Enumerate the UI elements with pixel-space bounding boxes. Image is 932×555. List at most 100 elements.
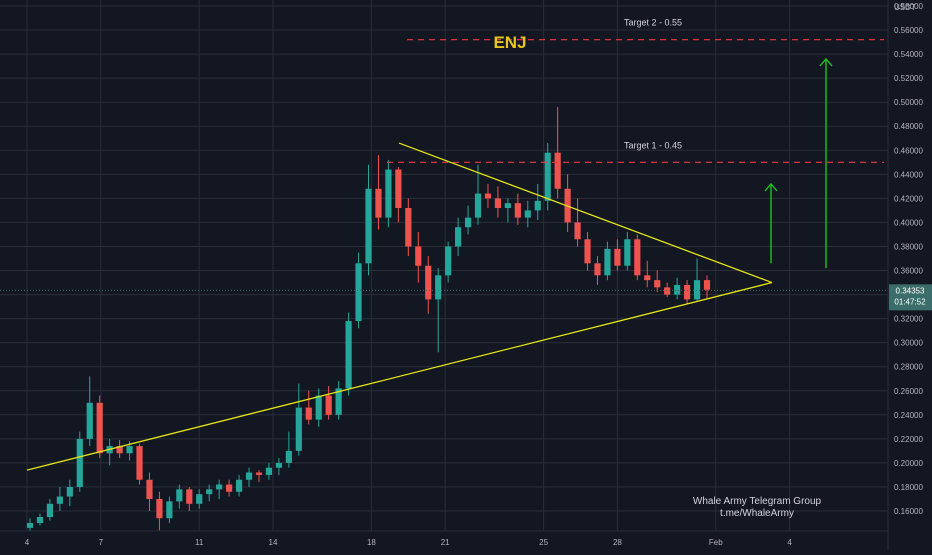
candle-body [594, 263, 601, 276]
target-label: Target 2 - 0.55 [624, 18, 682, 28]
candle-body [196, 494, 203, 504]
last-price-badge: 0.34353 01:47:52 [889, 284, 932, 311]
time-tick-label: Feb [709, 538, 723, 547]
target-arrow-head [819, 57, 833, 67]
candle-body [395, 169, 402, 208]
candle-body [604, 248, 611, 276]
candle-body [464, 217, 472, 228]
upper-trendline [398, 142, 773, 284]
candle-body [186, 489, 193, 504]
candle-body [554, 152, 561, 189]
price-tick-label: 0.16000 [894, 507, 923, 516]
candle-body [66, 486, 73, 497]
candle-body [335, 388, 342, 415]
candle-body [96, 402, 103, 454]
candle-body [634, 239, 641, 276]
time-tick-label: 7 [99, 538, 104, 547]
time-axis[interactable]: 4 7 11 14 18 21 25 28 Feb 4 [25, 538, 793, 547]
candle-body [614, 248, 621, 266]
candle-body [235, 479, 243, 492]
candle-body [415, 246, 422, 266]
price-tick-label: 0.48000 [894, 122, 923, 131]
candle-body [206, 489, 213, 495]
bar-countdown: 01:47:52 [894, 297, 926, 306]
price-tick-label: 0.52000 [894, 74, 923, 83]
price-tick-label: 0.44000 [894, 170, 923, 179]
price-tick-label: 0.46000 [894, 146, 923, 155]
candle-body [86, 402, 93, 439]
candle-body [136, 446, 143, 480]
candle-body [445, 246, 452, 276]
candle-body [176, 489, 183, 502]
candle-body [255, 472, 263, 475]
time-tick-label: 4 [25, 538, 30, 547]
candle-body [684, 284, 691, 300]
candle-body [425, 265, 432, 300]
chart-title: ENJ [493, 33, 526, 52]
candle-body [484, 193, 492, 199]
time-tick-label: 4 [787, 538, 792, 547]
last-price-value: 0.34353 [896, 286, 925, 295]
candle-body [126, 446, 133, 454]
candle-body [375, 188, 382, 218]
price-tick-label: 0.20000 [894, 459, 923, 468]
candle-body [385, 169, 392, 218]
candle-body [674, 284, 681, 295]
candle-body [325, 395, 332, 415]
candle-body [365, 188, 372, 264]
candle-body [265, 467, 273, 475]
time-tick-label: 28 [613, 538, 622, 547]
candle-body [584, 239, 591, 264]
price-tick-label: 0.58000 [894, 2, 923, 11]
price-tick-label: 0.56000 [894, 26, 923, 35]
candle-body [355, 263, 362, 322]
candle-body [435, 275, 442, 300]
target-arrow-head [764, 182, 778, 192]
candle-body [693, 280, 701, 300]
candle-body [524, 210, 531, 218]
candle-body [56, 496, 63, 504]
candle-body [275, 462, 282, 468]
candle-body [654, 280, 661, 288]
price-tick-label: 0.22000 [894, 435, 923, 444]
candle-body [624, 239, 631, 266]
candle-body [156, 498, 163, 519]
price-tick-label: 0.42000 [894, 194, 923, 203]
price-axis[interactable]: 0.58000 0.56000 0.54000 0.52000 0.50000 0.480… [894, 2, 923, 516]
watermark-line-1: Whale Army Telegram Group [693, 496, 822, 507]
price-tick-label: 0.50000 [894, 98, 923, 107]
candle-body [146, 479, 153, 499]
candle-body [644, 275, 651, 281]
price-tick-label: 0.18000 [894, 483, 923, 492]
candle-body [703, 280, 711, 290]
candle-body [494, 198, 502, 208]
candle-body [166, 501, 173, 519]
candle-body [76, 438, 83, 487]
candle-body [504, 203, 511, 208]
candle-body [26, 523, 34, 528]
candle-body [285, 450, 292, 463]
time-tick-label: 21 [441, 538, 450, 547]
candle-body [405, 208, 412, 247]
candle-body [305, 407, 312, 420]
candle-body [574, 222, 581, 240]
price-tick-label: 0.24000 [894, 411, 923, 420]
candle-body [46, 503, 53, 518]
last-price-badge-bg [889, 284, 932, 311]
candle-body [474, 193, 482, 218]
candle-body [315, 395, 322, 420]
candle-body [116, 446, 123, 454]
price-tick-label: 0.28000 [894, 363, 923, 372]
target-label: Target 1 - 0.45 [624, 140, 682, 150]
currency-label: USDT [894, 3, 916, 12]
price-tick-label: 0.54000 [894, 50, 923, 59]
lower-trendline [26, 281, 773, 471]
candle-body [455, 227, 462, 247]
candle-body [514, 203, 521, 218]
time-tick-label: 14 [269, 538, 278, 547]
grid [0, 0, 888, 531]
price-tick-label: 0.30000 [894, 339, 923, 348]
